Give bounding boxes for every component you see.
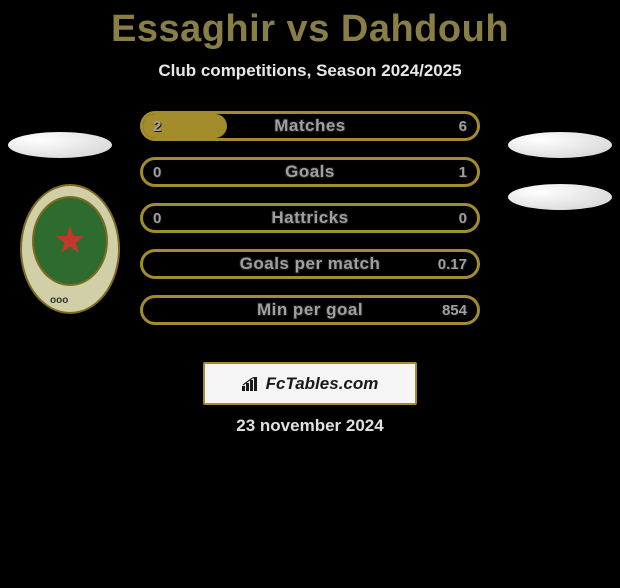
stat-right-value: 854 <box>442 302 467 319</box>
stat-right-value: 6 <box>459 118 467 135</box>
stat-left-value: 2 <box>153 118 161 135</box>
title-vs: vs <box>276 8 341 50</box>
stat-row-goals-per-match: Goals per match 0.17 <box>140 249 480 279</box>
crest-inner: ★ <box>32 196 108 286</box>
star-icon: ★ <box>53 222 87 260</box>
subtitle: Club competitions, Season 2024/2025 <box>0 61 620 81</box>
infographic-root: Essaghir vs Dahdouh Club competitions, S… <box>0 8 620 588</box>
stat-left-value: 0 <box>153 210 161 227</box>
chart-bars-icon <box>242 377 260 391</box>
date-label: 23 november 2024 <box>0 416 620 436</box>
title-player-right: Dahdouh <box>341 8 509 50</box>
stat-right-value: 0.17 <box>438 256 467 273</box>
stat-row-goals: 0 Goals 1 <box>140 157 480 187</box>
stat-right-value: 1 <box>459 164 467 181</box>
stat-row-hattricks: 0 Hattricks 0 <box>140 203 480 233</box>
stat-label: Hattricks <box>271 208 348 228</box>
stat-left-value: 0 <box>153 164 161 181</box>
title-player-left: Essaghir <box>111 8 276 50</box>
placeholder-ellipse-top-left <box>8 132 112 158</box>
placeholder-ellipse-top-right <box>508 132 612 158</box>
stat-label: Min per goal <box>257 300 363 320</box>
stat-row-min-per-goal: Min per goal 854 <box>140 295 480 325</box>
placeholder-ellipse-bottom-right <box>508 184 612 210</box>
stat-row-matches: 2 Matches 6 <box>140 111 480 141</box>
olympic-rings-icon: ooo <box>50 295 68 306</box>
page-title: Essaghir vs Dahdouh <box>0 8 620 51</box>
fctables-watermark: FcTables.com <box>203 362 417 405</box>
fctables-label: FcTables.com <box>266 374 379 394</box>
team-crest: ★ ooo <box>20 184 120 314</box>
stat-label: Goals per match <box>240 254 381 274</box>
stat-right-value: 0 <box>459 210 467 227</box>
stat-label: Matches <box>274 116 346 136</box>
stat-label: Goals <box>285 162 335 182</box>
